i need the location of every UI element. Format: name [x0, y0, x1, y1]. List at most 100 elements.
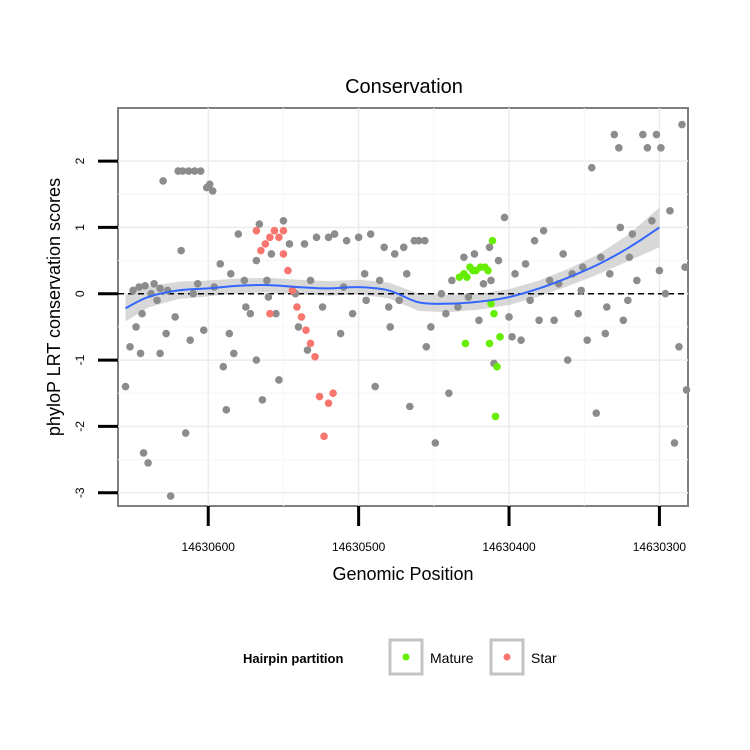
point-other: [342, 236, 351, 245]
point-other: [216, 260, 225, 268]
point-other: [384, 303, 393, 311]
point-other: [275, 376, 283, 384]
point-other: [500, 213, 509, 222]
point-other: [199, 326, 208, 335]
point-other: [675, 343, 683, 351]
point-star: [297, 313, 306, 321]
point-other: [592, 409, 601, 417]
point-other: [312, 233, 321, 242]
point-other: [285, 240, 294, 248]
y-tick-label: 0: [73, 290, 87, 297]
point-other: [624, 296, 632, 305]
point-other: [681, 263, 689, 272]
point-other: [193, 279, 202, 288]
point-other: [508, 333, 516, 341]
point-other: [479, 279, 488, 288]
legend-swatch-star: [503, 653, 511, 661]
point-other: [390, 250, 399, 258]
point-other: [263, 276, 271, 285]
point-other: [336, 329, 345, 338]
point-mature: [487, 299, 495, 308]
grid: [118, 108, 688, 506]
point-other: [655, 266, 664, 275]
point-other: [171, 313, 179, 321]
point-other: [150, 279, 158, 288]
point-other: [421, 236, 429, 245]
point-other: [135, 283, 143, 291]
point-other: [431, 439, 440, 447]
point-other: [475, 316, 483, 325]
point-other: [242, 303, 250, 311]
legend-label-star: Star: [531, 650, 557, 666]
x-tick-label: 14630300: [633, 540, 687, 554]
point-other: [132, 323, 140, 331]
point-other: [139, 449, 148, 457]
point-other: [264, 293, 273, 301]
point-other: [442, 309, 450, 318]
point-other: [657, 144, 665, 152]
point-other: [181, 429, 190, 437]
point-other: [159, 177, 167, 185]
point-star: [252, 226, 261, 235]
point-other: [178, 167, 187, 175]
point-other: [610, 130, 619, 139]
point-star: [306, 339, 315, 348]
point-other: [362, 296, 370, 305]
point-other: [422, 343, 431, 351]
x-axis-title: Genomic Position: [332, 564, 473, 584]
point-other: [678, 120, 686, 129]
point-other: [136, 349, 145, 358]
point-other: [272, 309, 280, 318]
point-other: [448, 276, 456, 285]
point-other: [545, 276, 554, 285]
point-other: [366, 230, 375, 238]
y-tick-label: 2: [73, 157, 87, 164]
point-other: [186, 336, 194, 344]
point-other: [348, 309, 357, 318]
point-other: [574, 309, 583, 318]
point-mature: [493, 362, 501, 371]
point-other: [162, 329, 170, 338]
point-other: [267, 250, 276, 258]
point-other: [184, 167, 193, 175]
point-star: [270, 226, 279, 235]
point-other: [563, 356, 572, 364]
x-axis: 14630600 14630500 14630400 14630300: [182, 506, 687, 554]
point-other: [196, 167, 205, 175]
point-other: [303, 346, 312, 354]
point-other: [550, 316, 558, 325]
point-other: [354, 233, 363, 242]
point-other: [511, 270, 519, 278]
point-other: [559, 250, 567, 258]
point-other: [643, 144, 652, 152]
x-tick-label: 14630400: [482, 540, 536, 554]
point-other: [177, 246, 185, 255]
point-other: [246, 309, 255, 318]
point-other: [234, 230, 243, 238]
point-star: [275, 233, 283, 242]
point-mature: [496, 333, 504, 341]
point-other: [454, 303, 462, 311]
point-star: [261, 240, 270, 248]
point-other: [460, 253, 468, 262]
point-other: [587, 163, 596, 172]
legend-label-mature: Mature: [430, 650, 474, 666]
point-other: [141, 281, 149, 290]
point-star: [329, 389, 337, 398]
y-tick-label: -3: [73, 487, 87, 498]
point-other: [240, 276, 249, 285]
point-other: [628, 230, 637, 238]
point-other: [517, 336, 525, 344]
point-other: [153, 296, 161, 305]
point-other: [505, 313, 513, 321]
point-star: [311, 352, 319, 361]
point-other: [539, 226, 548, 235]
point-star: [284, 266, 292, 275]
point-other: [144, 459, 152, 467]
x-tick-label: 14630600: [182, 540, 236, 554]
point-other: [371, 382, 379, 391]
point-other: [414, 236, 423, 245]
point-other: [494, 256, 503, 265]
point-mature: [463, 273, 471, 281]
point-mature: [490, 309, 498, 318]
